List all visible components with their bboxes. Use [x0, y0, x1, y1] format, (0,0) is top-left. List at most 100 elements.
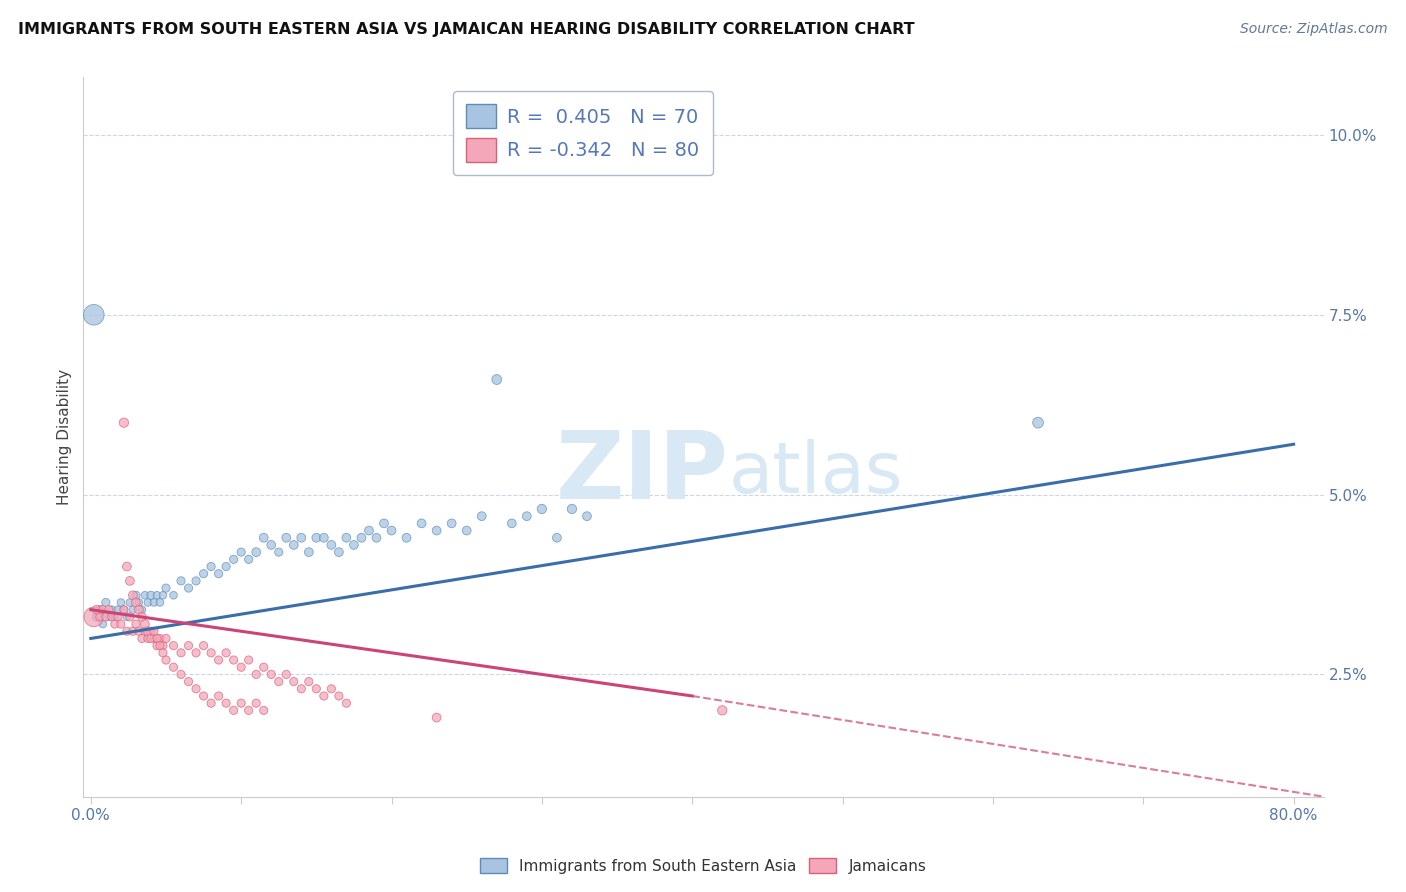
Point — [380, 524, 402, 538]
Point — [146, 632, 169, 646]
Point — [162, 588, 184, 602]
Point — [298, 545, 321, 559]
Point — [290, 681, 312, 696]
Point — [253, 660, 276, 674]
Point — [91, 602, 114, 616]
Point — [125, 588, 148, 602]
Point — [115, 610, 138, 624]
Point — [215, 559, 238, 574]
Point — [238, 552, 260, 566]
Point — [118, 595, 141, 609]
Point — [328, 689, 350, 703]
Point — [350, 531, 373, 545]
Point — [97, 602, 120, 616]
Point — [136, 632, 159, 646]
Point — [215, 696, 238, 710]
Text: ZIP: ZIP — [555, 427, 728, 519]
Point — [335, 696, 357, 710]
Point — [253, 703, 276, 717]
Legend: R =  0.405   N = 70, R = -0.342   N = 80: R = 0.405 N = 70, R = -0.342 N = 80 — [453, 91, 713, 175]
Point — [373, 516, 395, 531]
Point — [193, 639, 215, 653]
Point — [290, 531, 312, 545]
Point — [516, 509, 538, 524]
Point — [170, 667, 193, 681]
Point — [245, 545, 267, 559]
Point — [184, 574, 207, 588]
Point — [115, 559, 138, 574]
Point — [122, 588, 145, 602]
Point — [149, 639, 172, 653]
Point — [146, 588, 169, 602]
Point — [162, 639, 184, 653]
Point — [253, 531, 276, 545]
Point — [245, 696, 267, 710]
Point — [118, 574, 141, 588]
Point — [231, 660, 253, 674]
Point — [136, 595, 159, 609]
Point — [139, 624, 162, 639]
Point — [321, 538, 343, 552]
Point — [104, 617, 127, 632]
Point — [83, 308, 105, 322]
Point — [366, 531, 388, 545]
Point — [184, 646, 207, 660]
Point — [711, 703, 734, 717]
Point — [276, 667, 298, 681]
Point — [193, 689, 215, 703]
Point — [177, 581, 200, 595]
Point — [152, 646, 174, 660]
Point — [575, 509, 598, 524]
Y-axis label: Hearing Disability: Hearing Disability — [58, 369, 72, 505]
Point — [155, 632, 177, 646]
Point — [501, 516, 523, 531]
Point — [110, 595, 132, 609]
Point — [94, 610, 117, 624]
Point — [207, 653, 229, 667]
Point — [155, 653, 177, 667]
Point — [91, 617, 114, 632]
Point — [134, 588, 156, 602]
Point — [112, 602, 135, 616]
Point — [107, 610, 129, 624]
Point — [128, 595, 150, 609]
Text: atlas: atlas — [728, 439, 903, 508]
Point — [395, 531, 418, 545]
Point — [471, 509, 494, 524]
Point — [170, 646, 193, 660]
Point — [101, 602, 124, 616]
Text: IMMIGRANTS FROM SOUTH EASTERN ASIA VS JAMAICAN HEARING DISABILITY CORRELATION CH: IMMIGRANTS FROM SOUTH EASTERN ASIA VS JA… — [18, 22, 915, 37]
Point — [122, 602, 145, 616]
Point — [131, 610, 153, 624]
Point — [193, 566, 215, 581]
Point — [335, 531, 357, 545]
Point — [222, 653, 245, 667]
Point — [131, 632, 153, 646]
Point — [357, 524, 380, 538]
Point — [97, 610, 120, 624]
Point — [440, 516, 463, 531]
Text: Source: ZipAtlas.com: Source: ZipAtlas.com — [1240, 22, 1388, 37]
Point — [238, 703, 260, 717]
Point — [245, 667, 267, 681]
Point — [215, 646, 238, 660]
Point — [146, 639, 169, 653]
Point — [134, 624, 156, 639]
Point — [177, 639, 200, 653]
Point — [530, 502, 553, 516]
Point — [125, 595, 148, 609]
Point — [139, 588, 162, 602]
Point — [107, 602, 129, 616]
Point — [1026, 416, 1049, 430]
Point — [184, 681, 207, 696]
Point — [305, 531, 328, 545]
Point — [200, 559, 222, 574]
Point — [231, 696, 253, 710]
Point — [426, 710, 449, 724]
Point — [231, 545, 253, 559]
Point — [162, 660, 184, 674]
Point — [298, 674, 321, 689]
Point — [328, 545, 350, 559]
Point — [276, 531, 298, 545]
Point — [112, 602, 135, 616]
